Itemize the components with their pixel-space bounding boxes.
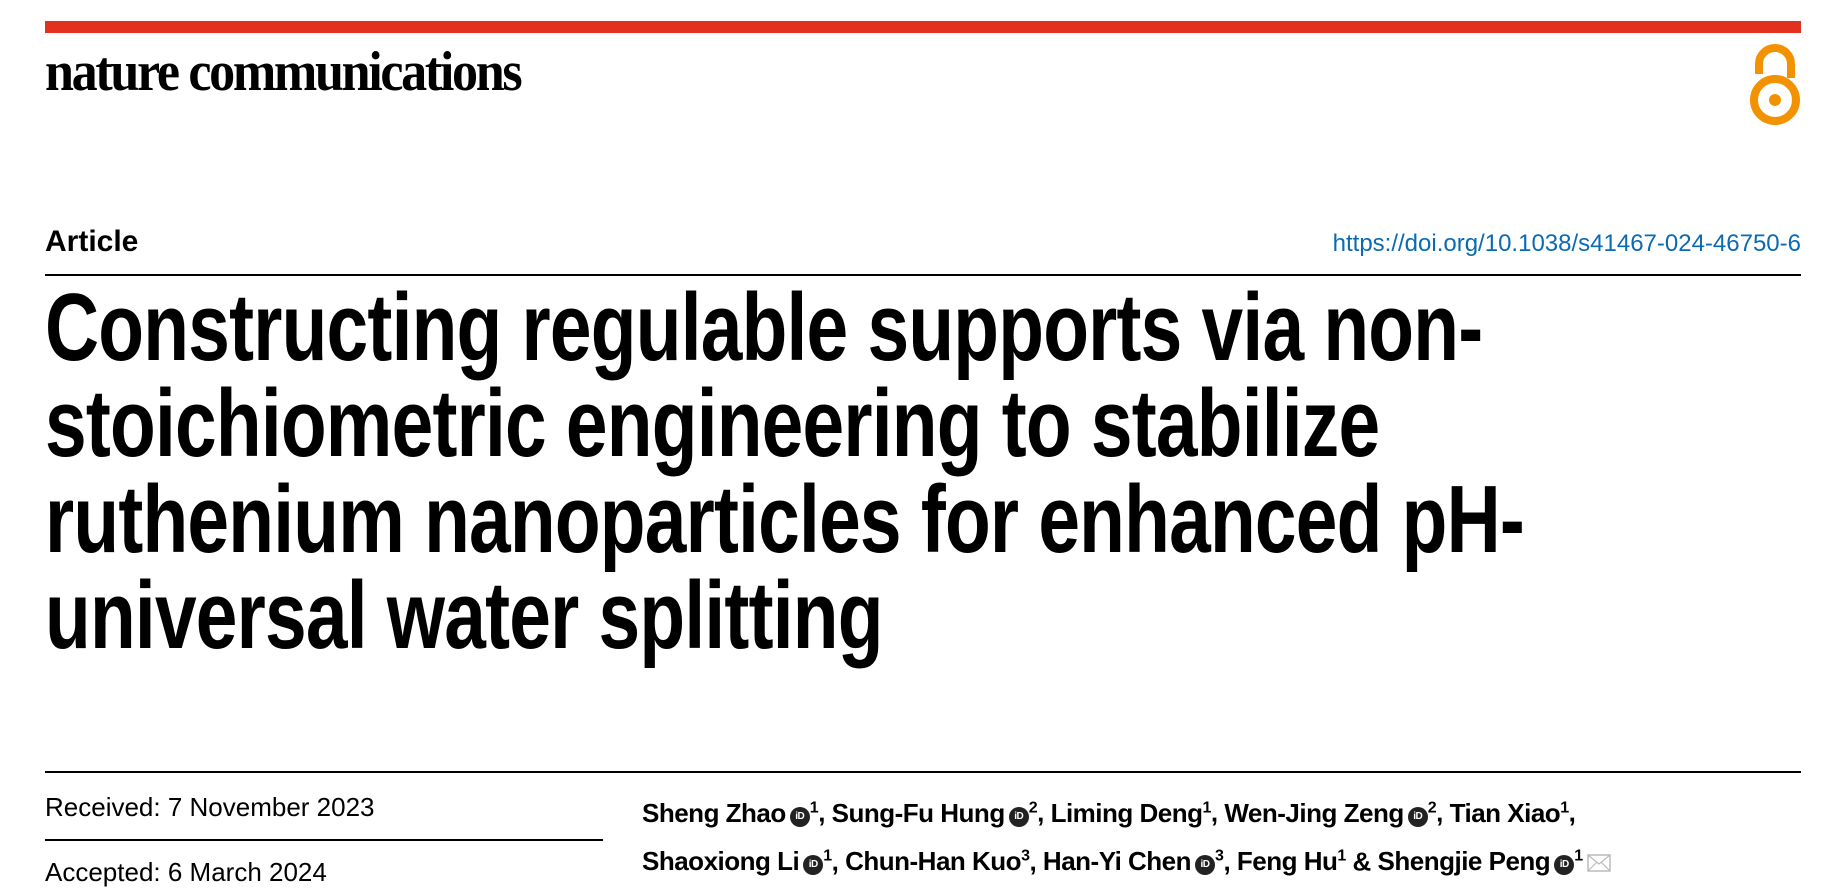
separator: , — [1037, 797, 1051, 828]
affiliation-number[interactable]: 1 — [809, 799, 819, 816]
separator: , — [1568, 797, 1583, 828]
email-icon[interactable] — [1586, 854, 1611, 873]
title-line: universal water splitting — [45, 562, 883, 669]
author[interactable]: Feng Hu1 — [1237, 846, 1346, 876]
affiliation-number[interactable]: 1 — [1574, 847, 1583, 865]
divider — [45, 771, 1801, 773]
separator: & — [1345, 846, 1378, 877]
separator: , — [818, 797, 832, 828]
orcid-icon[interactable]: iD — [1008, 806, 1029, 827]
author-name[interactable]: Han-Yi Chen — [1042, 846, 1192, 877]
author[interactable]: Sheng Zhao iD1 — [642, 797, 819, 828]
author-name[interactable]: Tian Xiao — [1449, 797, 1561, 828]
orcid-icon[interactable]: iD — [1407, 806, 1428, 827]
author-name[interactable]: Sheng Zhao — [642, 797, 786, 828]
author-list: Sheng Zhao iD1, Sung-Fu Hung iD2, Liming D… — [642, 786, 1812, 883]
author-name[interactable]: Shengjie Peng — [1377, 846, 1551, 877]
separator: , — [1210, 797, 1225, 828]
author[interactable]: Shengjie Peng iD1 — [1378, 846, 1611, 876]
orcid-icon[interactable]: iD — [1554, 855, 1575, 876]
orcid-icon[interactable]: iD — [1195, 855, 1216, 876]
title-line: Constructing regulable supports via non- — [45, 274, 1483, 381]
author-name[interactable]: Wen-Jing Zeng — [1224, 797, 1404, 828]
author[interactable]: Chun-Han Kuo3 — [845, 846, 1030, 877]
article-type: Article — [45, 225, 139, 258]
author-name[interactable]: Chun-Han Kuo — [845, 846, 1022, 877]
divider — [45, 274, 1801, 276]
author-name[interactable]: Sung-Fu Hung — [831, 797, 1006, 828]
affiliation-number[interactable]: 1 — [1337, 847, 1346, 865]
author-name[interactable]: Liming Deng — [1050, 797, 1203, 828]
journal-color-bar — [45, 21, 1801, 33]
author[interactable]: Shaoxiong Li iD1 — [642, 846, 832, 876]
received-date: Received: 7 November 2023 — [45, 792, 375, 822]
separator: , — [1029, 846, 1043, 877]
orcid-icon[interactable]: iD — [803, 855, 824, 876]
affiliation-number[interactable]: 3 — [1215, 847, 1224, 865]
author-name[interactable]: Feng Hu — [1236, 846, 1338, 877]
orcid-icon[interactable]: iD — [789, 806, 810, 827]
author[interactable]: Wen-Jing Zeng iD2 — [1224, 798, 1436, 828]
separator: , — [831, 846, 846, 877]
divider — [45, 839, 603, 841]
affiliation-number[interactable]: 2 — [1427, 799, 1437, 816]
separator: , — [1223, 846, 1237, 877]
title-line: stoichiometric engineering to stabilize — [45, 370, 1380, 477]
affiliation-number[interactable]: 1 — [1560, 799, 1569, 816]
article-title: Constructing regulable supports via non-… — [45, 280, 1837, 664]
doi-link[interactable]: https://doi.org/10.1038/s41467-024-46750… — [1332, 230, 1801, 257]
affiliation-number[interactable]: 2 — [1028, 799, 1038, 816]
affiliation-number[interactable]: 3 — [1021, 847, 1030, 865]
journal-logo: nature communications — [45, 41, 523, 103]
affiliation-number[interactable]: 1 — [823, 847, 832, 865]
author[interactable]: Sung-Fu Hung iD2 — [831, 797, 1038, 828]
author[interactable]: Tian Xiao1 — [1449, 797, 1570, 828]
author-name[interactable]: Shaoxiong Li — [642, 846, 800, 877]
accepted-date: Accepted: 6 March 2024 — [45, 857, 327, 887]
separator: , — [1436, 797, 1450, 828]
author[interactable]: Liming Deng1 — [1050, 797, 1212, 828]
affiliation-number[interactable]: 1 — [1202, 799, 1212, 816]
author[interactable]: Han-Yi Chen iD3 — [1043, 846, 1224, 876]
open-access-icon — [1750, 44, 1800, 125]
title-line: ruthenium nanoparticles for enhanced pH- — [45, 466, 1525, 573]
